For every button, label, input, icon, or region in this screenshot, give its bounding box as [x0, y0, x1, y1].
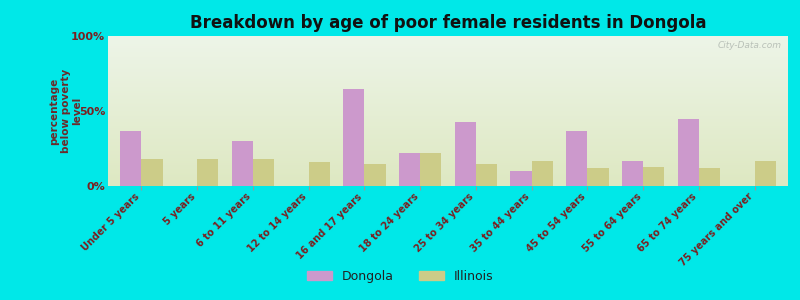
Bar [754, 160, 776, 186]
Bar [399, 153, 420, 186]
Bar [454, 122, 476, 186]
Bar [587, 168, 609, 186]
Bar [343, 88, 364, 186]
Bar [532, 160, 553, 186]
Bar [309, 162, 330, 186]
Bar [120, 130, 142, 186]
Bar [476, 164, 497, 186]
Y-axis label: percentage
below poverty
level: percentage below poverty level [49, 69, 82, 153]
Bar [566, 130, 587, 186]
Bar [253, 159, 274, 186]
Bar [197, 159, 218, 186]
Bar [622, 160, 643, 186]
Bar [678, 118, 699, 186]
Text: City-Data.com: City-Data.com [718, 40, 781, 50]
Bar [232, 141, 253, 186]
Legend: Dongola, Illinois: Dongola, Illinois [302, 265, 498, 288]
Title: Breakdown by age of poor female residents in Dongola: Breakdown by age of poor female resident… [190, 14, 706, 32]
Bar [364, 164, 386, 186]
Bar [142, 159, 162, 186]
Bar [699, 168, 720, 186]
Bar [510, 171, 532, 186]
Bar [643, 167, 664, 186]
Bar [420, 153, 442, 186]
